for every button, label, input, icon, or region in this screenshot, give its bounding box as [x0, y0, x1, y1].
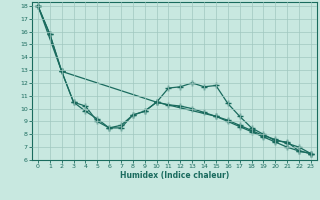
- X-axis label: Humidex (Indice chaleur): Humidex (Indice chaleur): [120, 171, 229, 180]
